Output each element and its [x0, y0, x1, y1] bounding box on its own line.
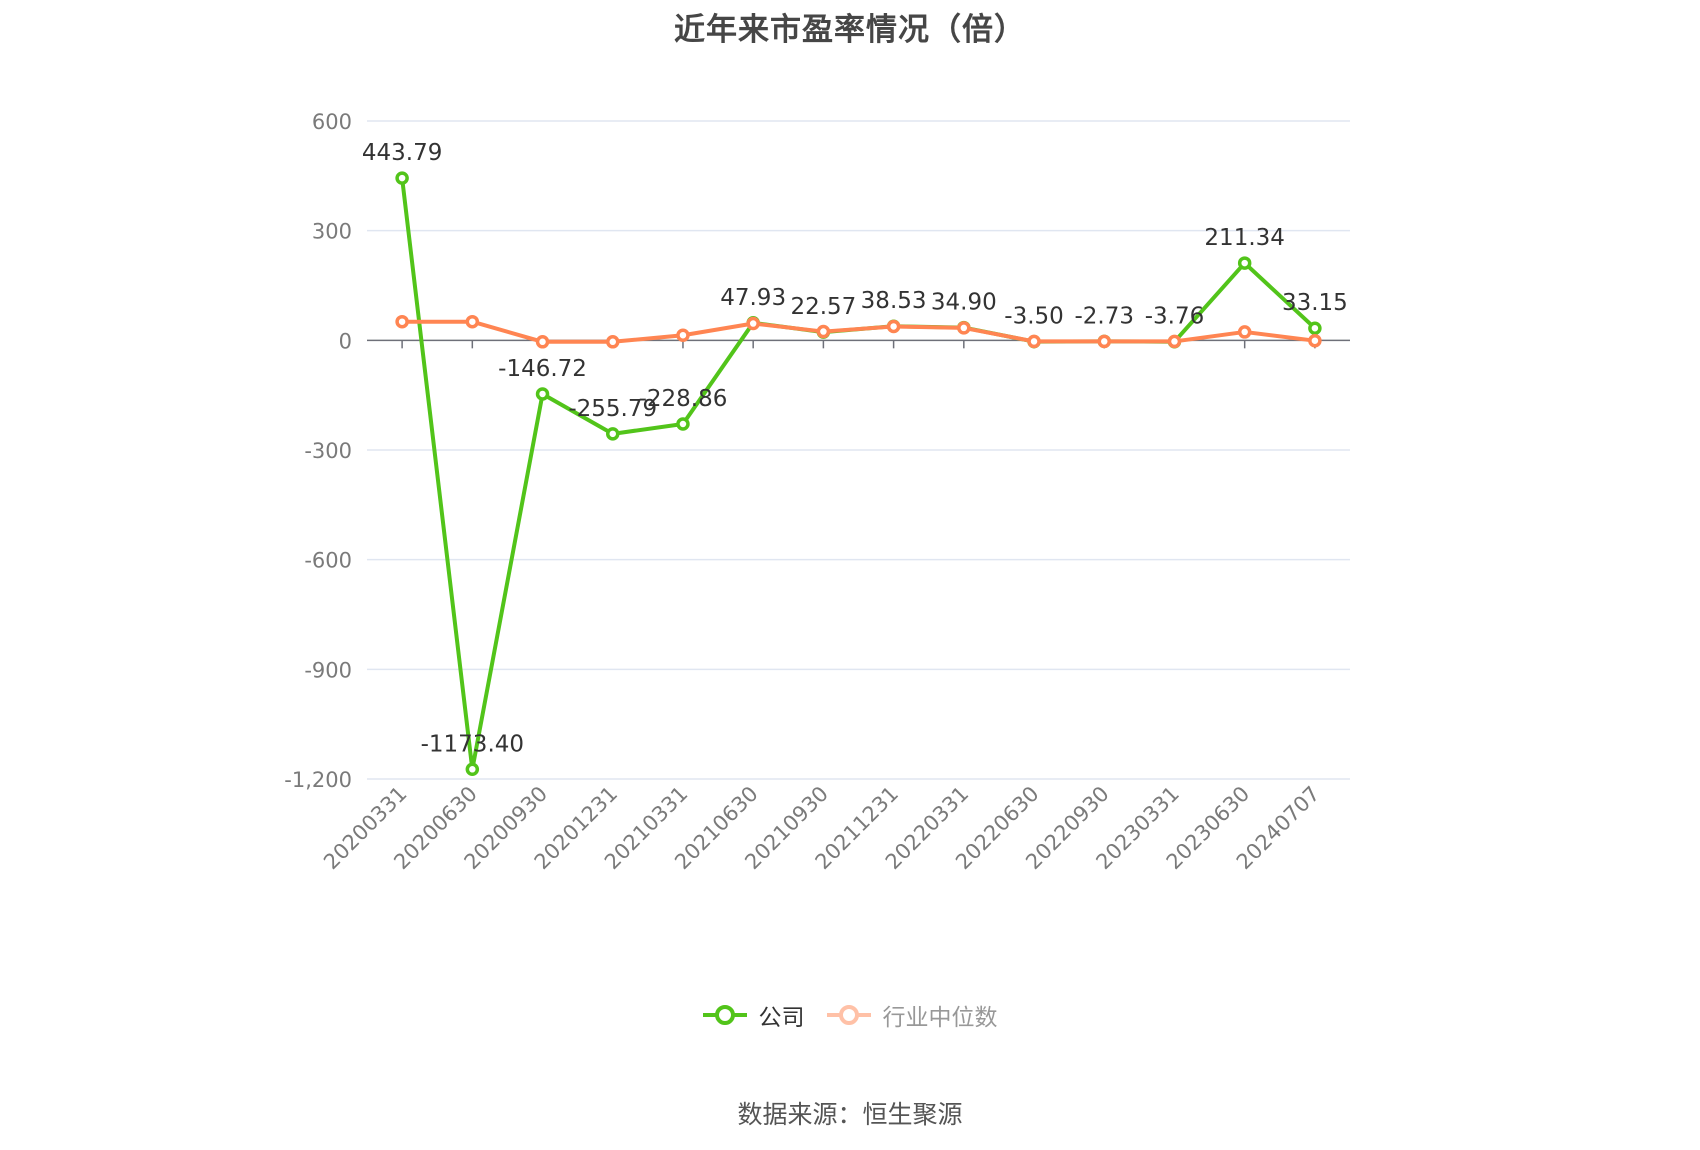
data-label: 443.79: [362, 140, 442, 166]
data-label: -228.86: [639, 386, 728, 412]
y-tick-label: 0: [339, 329, 352, 353]
data-source-note: 数据来源：恒生聚源: [737, 1100, 963, 1129]
data-point[interactable]: [535, 387, 550, 401]
data-label: 211.34: [1204, 225, 1284, 251]
legend-line-circle-icon: [826, 1005, 871, 1025]
data-point[interactable]: [606, 335, 620, 349]
data-label: 34.90: [931, 290, 997, 316]
legend-label-industry-median: 行业中位数: [882, 1005, 998, 1031]
chart-title: 近年来市盈率情况（倍）: [674, 12, 1026, 48]
data-label: -146.72: [498, 356, 587, 382]
legend-item-industry-median[interactable]: 行业中位数: [826, 998, 998, 1032]
legend: 公司 行业中位数: [0, 998, 1700, 1032]
data-point[interactable]: [465, 762, 480, 777]
data-point[interactable]: [535, 335, 550, 349]
data-point[interactable]: [1308, 333, 1322, 348]
series-industry-median-line[interactable]: [395, 314, 1322, 349]
data-label: -2.73: [1074, 303, 1134, 329]
data-point[interactable]: [1308, 321, 1322, 335]
data-label: 22.57: [790, 294, 856, 320]
data-point[interactable]: [1167, 334, 1182, 349]
legend-item-company[interactable]: 公司: [702, 998, 805, 1032]
data-point[interactable]: [395, 314, 409, 329]
data-labels: 443.79 -1173.40 -146.72 -255.79-228.86 47.93…: [362, 140, 1348, 757]
data-label: 33.15: [1282, 290, 1348, 316]
y-tick-label: 600: [312, 110, 352, 134]
data-label: -3.76: [1145, 304, 1205, 330]
data-point[interactable]: [606, 427, 620, 441]
data-point[interactable]: [957, 321, 971, 335]
legend-label-company: 公司: [758, 1005, 805, 1031]
data-label: 38.53: [861, 288, 927, 314]
series-company-line[interactable]: [395, 171, 1322, 777]
x-axis: 2020033120200630202009302020123120210331…: [319, 339, 1350, 874]
data-label: -3.50: [1004, 304, 1064, 330]
data-label: -255.79: [568, 396, 657, 422]
y-axis: 600 300 0 -300 -600 -900 -1,200: [284, 110, 352, 792]
data-point[interactable]: [676, 417, 690, 431]
y-tick-label: -1,200: [284, 768, 352, 792]
data-point[interactable]: [676, 328, 690, 342]
data-label: 47.93: [720, 285, 786, 311]
data-point[interactable]: [1027, 334, 1041, 349]
data-point[interactable]: [395, 171, 409, 185]
data-point[interactable]: [465, 314, 480, 329]
y-tick-label: -900: [304, 658, 352, 682]
data-point[interactable]: [886, 319, 901, 334]
y-tick-label: -300: [304, 439, 352, 463]
data-point[interactable]: [816, 324, 831, 339]
legend-line-circle-icon: [702, 1005, 747, 1025]
data-label: -1173.40: [421, 731, 524, 757]
y-tick-label: -600: [304, 549, 352, 573]
data-point[interactable]: [1097, 334, 1111, 349]
data-point[interactable]: [1237, 325, 1252, 339]
y-tick-label: 300: [312, 220, 352, 244]
data-point[interactable]: [746, 316, 760, 331]
data-point[interactable]: [1237, 256, 1252, 270]
gridlines: [367, 120, 1350, 780]
